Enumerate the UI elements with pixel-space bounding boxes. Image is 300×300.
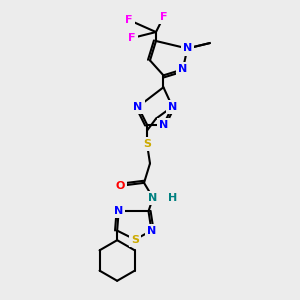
Text: N: N [114,206,123,216]
Text: N: N [148,193,158,203]
Text: F: F [160,12,167,22]
Text: N: N [183,44,192,53]
Text: N: N [178,64,188,74]
Text: N: N [147,226,156,236]
Text: F: F [128,33,136,43]
Text: O: O [116,181,125,191]
Text: N: N [168,102,177,112]
Text: H: H [168,193,177,203]
Text: F: F [125,15,133,25]
Text: S: S [143,139,151,149]
Text: N: N [159,120,168,130]
Text: N: N [134,102,143,112]
Text: S: S [131,235,139,244]
